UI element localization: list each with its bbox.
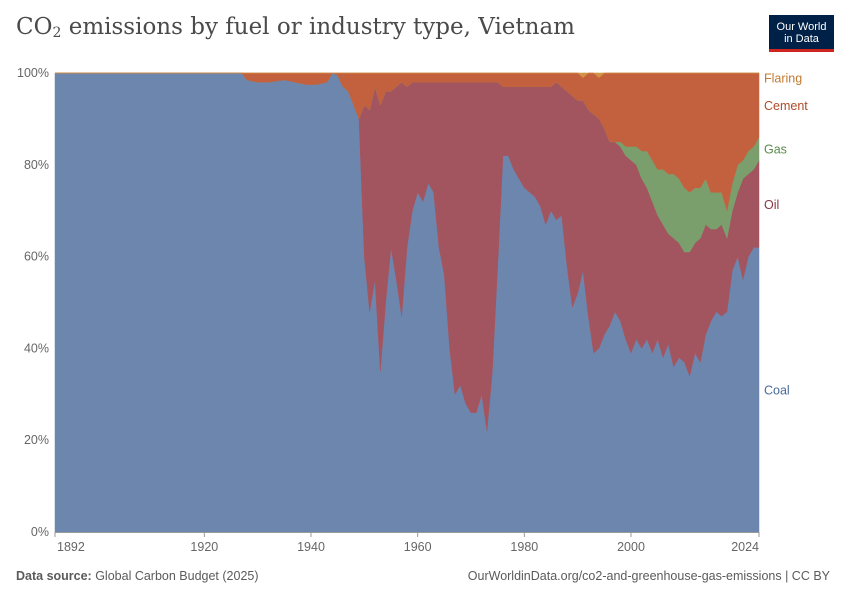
x-tick-label: 1980: [510, 540, 538, 554]
area-flaring[interactable]: [55, 72, 759, 78]
x-tick-label: 2000: [617, 540, 645, 554]
x-tick-label: 2024: [731, 540, 759, 554]
legend-cement[interactable]: Cement: [764, 99, 808, 113]
source-url-link[interactable]: OurWorldinData.org/co2-and-greenhouse-ga…: [467, 569, 830, 583]
legend: Flaring Cement Gas Oil Coal: [764, 72, 808, 398]
x-tick-label: 1892: [57, 540, 85, 554]
x-tick-label: 1940: [297, 540, 325, 554]
x-tick-label: 1920: [190, 540, 218, 554]
logo-line-2: in Data: [784, 33, 819, 45]
legend-flaring[interactable]: Flaring: [764, 72, 802, 86]
y-tick-label: 0%: [31, 525, 49, 539]
y-tick-label: 40%: [24, 341, 49, 355]
area-series: [54, 72, 760, 533]
y-axis: 0% 20% 40% 60% 80% 100%: [17, 66, 49, 539]
data-source: Data source: Global Carbon Budget (2025): [16, 569, 259, 583]
owid-logo[interactable]: Our World in Data: [769, 15, 834, 52]
y-tick-label: 80%: [24, 158, 49, 172]
y-tick-label: 60%: [24, 250, 49, 264]
legend-oil[interactable]: Oil: [764, 198, 779, 212]
x-axis: 1892 1920 1940 1960 1980 2000 2024: [54, 532, 760, 554]
logo-line-1: Our World: [776, 21, 827, 33]
y-tick-label: 20%: [24, 433, 49, 447]
data-source-label: Data source:: [16, 569, 92, 583]
data-source-value: Global Carbon Budget (2025): [91, 569, 259, 583]
legend-coal[interactable]: Coal: [764, 384, 790, 398]
x-tick-label: 1960: [404, 540, 432, 554]
chart-title: CO2 emissions by fuel or industry type, …: [16, 14, 575, 41]
y-tick-label: 100%: [17, 66, 49, 80]
legend-gas[interactable]: Gas: [764, 143, 787, 157]
